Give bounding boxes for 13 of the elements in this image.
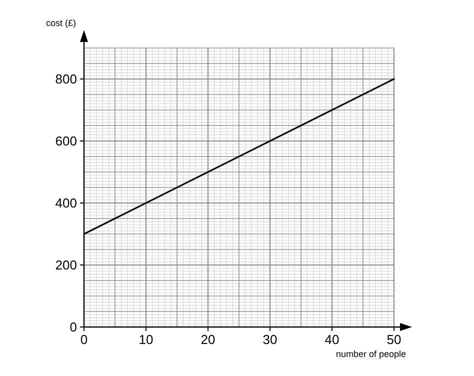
x-axis-title: number of people bbox=[336, 349, 406, 359]
y-tick-label: 200 bbox=[55, 258, 77, 273]
x-tick-label: 50 bbox=[386, 332, 402, 347]
x-tick-label: 0 bbox=[80, 332, 88, 347]
y-axis-title: cost (£) bbox=[46, 18, 76, 28]
x-tick-label: 10 bbox=[138, 332, 154, 347]
x-tick-label: 40 bbox=[324, 332, 340, 347]
y-tick-label: 0 bbox=[70, 320, 77, 335]
x-tick-label: 20 bbox=[200, 332, 216, 347]
y-tick-label: 400 bbox=[55, 196, 77, 211]
x-tick-label: 30 bbox=[262, 332, 278, 347]
y-tick-label: 600 bbox=[55, 134, 77, 149]
y-tick-label: 800 bbox=[55, 72, 77, 87]
